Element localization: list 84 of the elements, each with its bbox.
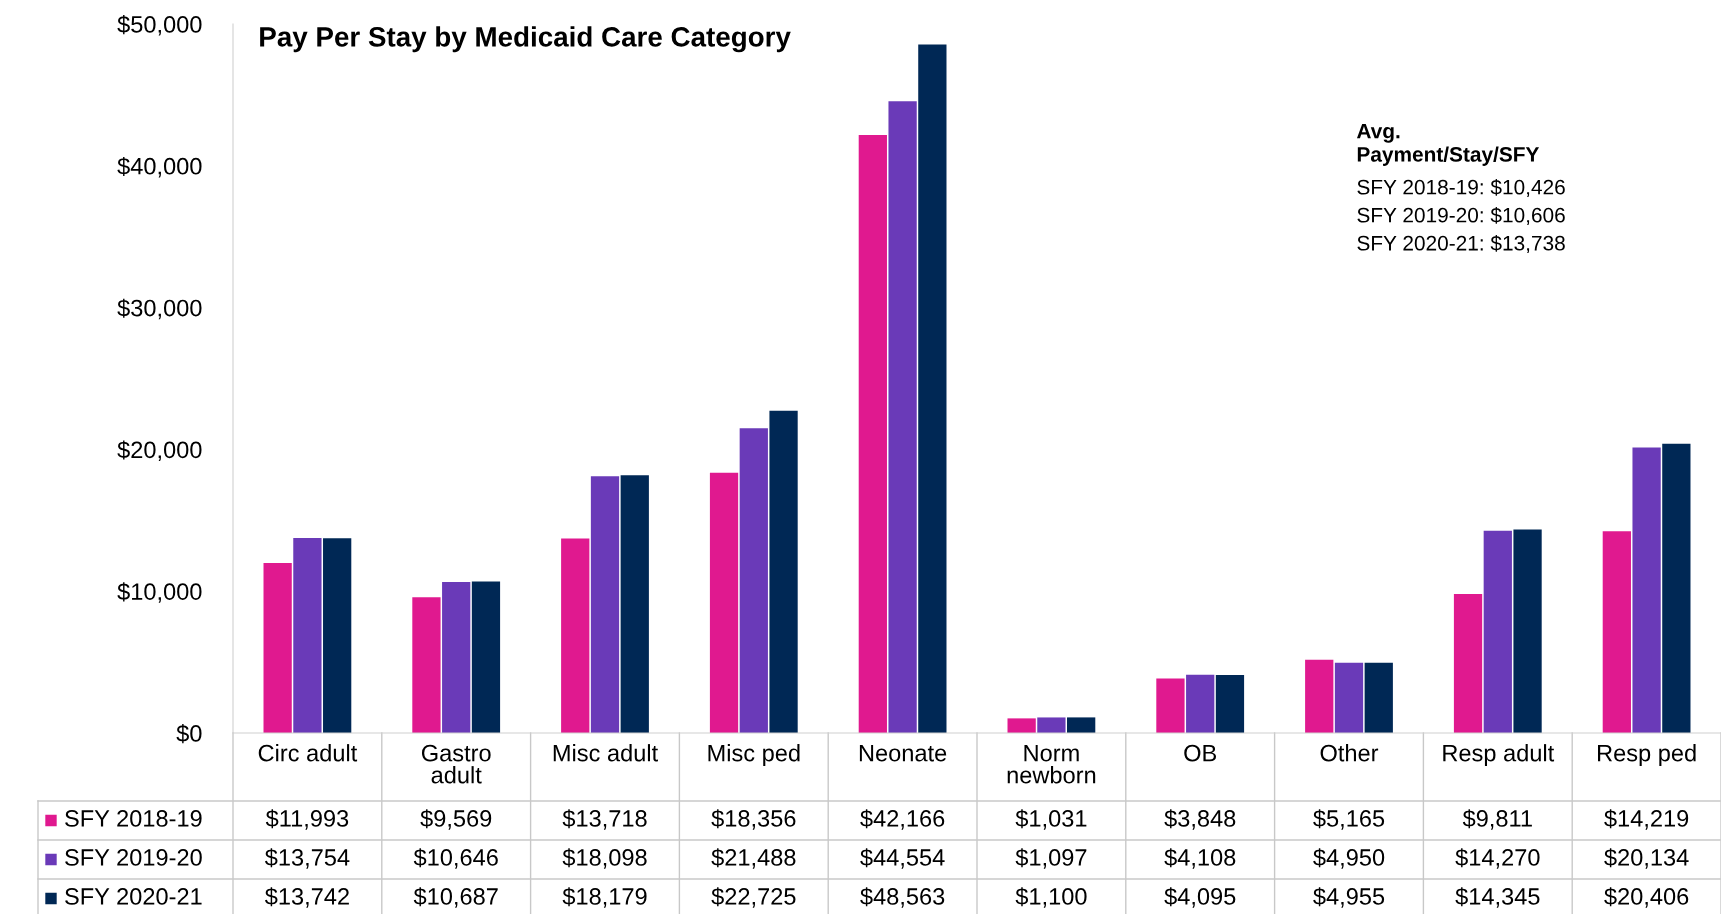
y-tick-label: $50,000 (117, 15, 202, 36)
annotation: SFY 2019-20: $10,606 (1357, 206, 1565, 226)
x-tick-label: Other (1320, 744, 1379, 762)
y-tick-label: $10,000 (117, 582, 202, 603)
bar (323, 538, 352, 733)
bar (1215, 674, 1245, 733)
bar (1067, 717, 1096, 733)
annotation: SFY 2020-21: $13,738 (1357, 234, 1565, 254)
y-tick-label: $40,000 (117, 156, 202, 178)
annotation: SFY 2018-19: $10,426 (1357, 178, 1565, 198)
data-label: $20,406 (1604, 887, 1689, 908)
bar (769, 410, 798, 733)
data-label: $1,100 (1015, 887, 1087, 908)
annotation: Avg. Payment/Stay/SFY (1356, 123, 1540, 166)
bar (590, 476, 620, 733)
data-label: $3,848 (1164, 809, 1236, 830)
data-label: $10,687 (413, 887, 498, 908)
bar (471, 581, 501, 733)
data-label: $14,270 (1455, 848, 1540, 869)
bar (1037, 717, 1066, 733)
bar (1364, 662, 1393, 733)
x-tick-label: Circ adult (258, 744, 358, 762)
bar (1007, 718, 1036, 733)
bar (263, 562, 292, 733)
bar (1453, 593, 1483, 733)
data-label: $48,563 (860, 887, 945, 908)
bar (1602, 531, 1631, 733)
data-label: $13,754 (264, 848, 350, 869)
bar (1305, 659, 1334, 733)
bar (412, 597, 441, 733)
data-label: $18,179 (562, 887, 647, 908)
data-label: $4,950 (1313, 848, 1385, 869)
data-label: $22,725 (711, 887, 796, 908)
data-label: $14,219 (1604, 809, 1689, 830)
data-label: $18,098 (562, 848, 647, 869)
data-label: $13,718 (562, 809, 647, 830)
bar (293, 537, 322, 733)
bar (1632, 447, 1661, 733)
bar (1334, 662, 1364, 733)
x-tick-label: Neonate (859, 744, 947, 762)
bar (709, 472, 739, 733)
data-label: $9,811 (1462, 809, 1532, 830)
bar (918, 44, 947, 733)
data-label: $11,993 (265, 809, 349, 830)
data-label: $42,166 (860, 809, 945, 830)
legend-label: SFY 2020-21 (65, 888, 202, 905)
data-label: $44,554 (860, 848, 945, 869)
bar (739, 428, 768, 733)
bar (561, 538, 590, 733)
x-tick-label: Resp adult (1443, 744, 1555, 767)
data-label: $4,108 (1164, 848, 1236, 869)
y-tick-label: $0 (176, 724, 202, 744)
y-tick-label: $30,000 (117, 298, 202, 320)
data-label: $5,165 (1313, 809, 1385, 830)
bar (858, 135, 887, 733)
x-tick-label: Resp ped (1598, 744, 1696, 767)
x-tick-label: Misc ped (708, 744, 800, 767)
y-tick-label: $20,000 (117, 440, 202, 461)
x-tick-label: OB (1184, 744, 1217, 762)
bar (620, 475, 649, 733)
chart-title: Pay Per Stay by Medicaid Care Category (260, 26, 791, 53)
bar (1662, 443, 1691, 733)
data-label: $14,345 (1455, 887, 1540, 908)
bar (1156, 678, 1185, 733)
data-label: $1,031 (1015, 809, 1087, 830)
bar (1513, 529, 1542, 733)
data-label: $18,356 (711, 809, 796, 830)
bar (1483, 530, 1512, 733)
legend-label: SFY 2018-19 (65, 810, 202, 827)
data-label: $10,646 (413, 848, 498, 869)
data-label: $9,569 (420, 809, 492, 830)
data-label: $4,955 (1313, 887, 1385, 908)
x-tick-label: Misc adult (553, 744, 658, 762)
data-label: $13,742 (264, 887, 349, 908)
data-label: $1,097 (1015, 848, 1087, 869)
bar (1186, 674, 1215, 733)
x-tick-label: Norm newborn (1007, 744, 1096, 784)
bar (888, 101, 917, 733)
data-label: $4,095 (1164, 887, 1236, 908)
data-label: $21,488 (711, 848, 796, 869)
x-tick-label: Gastro adult (421, 744, 491, 784)
legend-label: SFY 2019-20 (65, 849, 202, 866)
data-label: $20,134 (1604, 848, 1689, 869)
bar (442, 582, 471, 733)
